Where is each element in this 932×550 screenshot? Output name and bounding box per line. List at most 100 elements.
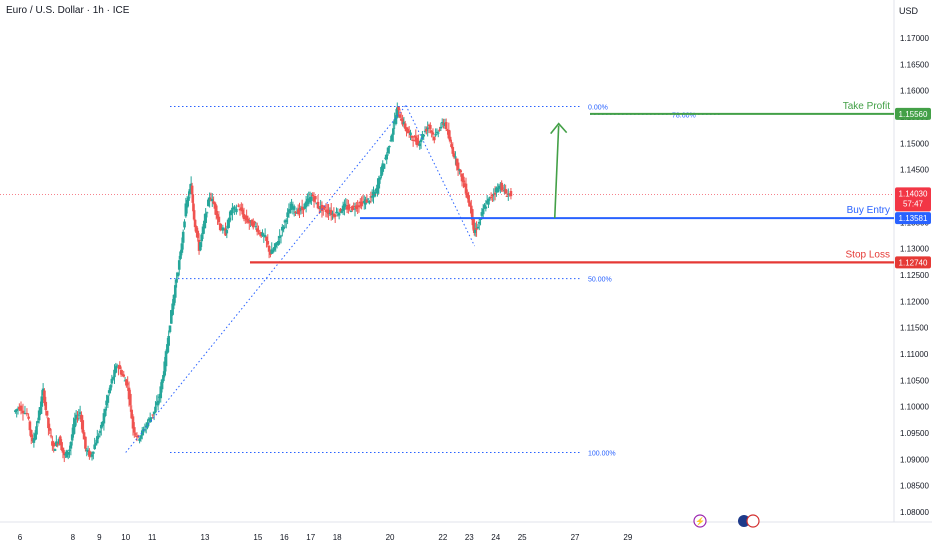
candle-body bbox=[163, 361, 167, 376]
candle-body bbox=[447, 129, 451, 139]
candle-body bbox=[311, 194, 315, 197]
candle-body bbox=[155, 402, 159, 406]
candle-body bbox=[336, 214, 340, 216]
candle-body bbox=[102, 413, 106, 424]
candle-body bbox=[84, 436, 87, 449]
candle-body bbox=[143, 429, 147, 431]
candle-body bbox=[16, 408, 20, 410]
candle-body bbox=[96, 436, 99, 444]
candle-body bbox=[74, 414, 78, 420]
candle-body bbox=[491, 194, 494, 197]
candle-body bbox=[495, 187, 498, 193]
candle-body bbox=[190, 185, 194, 194]
candle-body bbox=[443, 122, 447, 127]
candle-body bbox=[432, 137, 436, 141]
candle-body bbox=[45, 410, 49, 416]
candle-body bbox=[481, 208, 485, 215]
candle-body bbox=[316, 201, 320, 209]
candle-body bbox=[82, 432, 86, 440]
candle-body bbox=[127, 387, 131, 400]
candle-body bbox=[196, 230, 200, 238]
x-tick-label: 27 bbox=[571, 533, 580, 542]
candle-body bbox=[180, 243, 184, 253]
candle-body bbox=[357, 205, 361, 208]
candle-body bbox=[353, 208, 357, 210]
candle-body bbox=[41, 388, 45, 396]
candle-body bbox=[164, 351, 168, 367]
candle-body bbox=[315, 203, 318, 205]
candle-body bbox=[360, 202, 363, 207]
candle-body bbox=[175, 278, 178, 283]
level-label: Buy Entry bbox=[847, 205, 890, 216]
x-tick-label: 18 bbox=[333, 533, 342, 542]
candle-body bbox=[355, 205, 358, 210]
candle-body bbox=[508, 193, 511, 195]
candle-body bbox=[423, 130, 427, 132]
candle-body bbox=[14, 410, 17, 412]
candle-body bbox=[122, 374, 126, 377]
candle-body bbox=[250, 219, 254, 226]
candle-body bbox=[279, 235, 283, 237]
currency-label[interactable]: USD bbox=[898, 6, 918, 16]
x-tick-label: 6 bbox=[18, 533, 23, 542]
candle-body bbox=[109, 385, 112, 391]
candle-body bbox=[397, 106, 400, 111]
last-price-tag bbox=[895, 187, 931, 212]
x-tick-label: 8 bbox=[71, 533, 76, 542]
candle-body bbox=[337, 212, 341, 216]
x-tick-label: 10 bbox=[121, 533, 130, 542]
candle-body bbox=[349, 210, 353, 212]
candle-body bbox=[176, 272, 180, 277]
x-tick-label: 13 bbox=[201, 533, 210, 542]
candle-body bbox=[147, 418, 151, 421]
candle-body bbox=[271, 249, 275, 253]
candle-body bbox=[450, 144, 453, 148]
candle-body bbox=[150, 417, 153, 419]
x-tick-label: 9 bbox=[97, 533, 102, 542]
candle-body bbox=[480, 212, 484, 216]
candle-body bbox=[195, 226, 198, 233]
level-price-tag-label: 1.15560 bbox=[899, 110, 928, 119]
candle-body bbox=[59, 436, 62, 446]
candle-body bbox=[365, 199, 369, 203]
candle-body bbox=[64, 453, 67, 456]
candle-body bbox=[306, 198, 309, 205]
candle-body bbox=[40, 396, 44, 407]
candle-body bbox=[85, 449, 89, 451]
candle-body bbox=[325, 209, 329, 213]
candle-body bbox=[312, 196, 316, 202]
candle-body bbox=[130, 409, 133, 419]
candle-body bbox=[444, 122, 448, 130]
candle-body bbox=[442, 123, 445, 125]
candle-body bbox=[37, 410, 41, 421]
candle-body bbox=[434, 134, 437, 136]
candle-body bbox=[72, 424, 75, 435]
candle-body bbox=[125, 379, 128, 386]
candle-body bbox=[473, 229, 477, 233]
candle-body bbox=[410, 135, 414, 138]
candle-body bbox=[52, 442, 55, 447]
y-tick-label: 1.11000 bbox=[900, 350, 929, 359]
y-tick-label: 1.17000 bbox=[900, 34, 929, 43]
candle-body bbox=[261, 232, 264, 236]
candle-body bbox=[214, 205, 218, 215]
candle-body bbox=[101, 421, 104, 426]
candle-body bbox=[106, 395, 110, 403]
candle-body bbox=[246, 218, 250, 223]
projection-arrow-head bbox=[550, 122, 568, 135]
candle-body bbox=[209, 198, 213, 201]
y-tick-label: 1.14500 bbox=[900, 166, 929, 175]
candle-body bbox=[278, 236, 281, 238]
candle-body bbox=[374, 188, 378, 192]
candle-body bbox=[88, 450, 91, 457]
x-tick-label: 25 bbox=[518, 533, 527, 542]
candle-body bbox=[208, 197, 211, 201]
candle-body bbox=[99, 424, 103, 429]
candle-body bbox=[435, 131, 439, 133]
candle-body bbox=[138, 438, 141, 441]
candle-body bbox=[468, 202, 472, 207]
candle-body bbox=[418, 143, 422, 147]
candle-body bbox=[403, 123, 407, 129]
candle-body bbox=[126, 383, 130, 385]
